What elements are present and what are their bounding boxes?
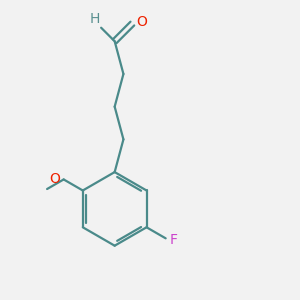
Text: H: H — [89, 12, 100, 26]
Text: O: O — [136, 15, 147, 29]
Text: F: F — [169, 233, 177, 247]
Text: O: O — [49, 172, 60, 186]
